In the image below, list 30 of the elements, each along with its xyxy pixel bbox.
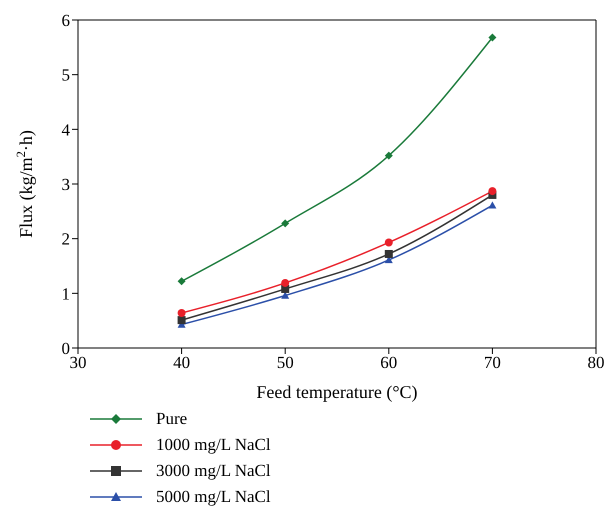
- x-tick-label: 30: [70, 353, 86, 372]
- y-tick-label: 4: [62, 120, 70, 140]
- point: [384, 250, 393, 258]
- legend-label: 3000 mg/L NaCl: [156, 461, 271, 481]
- x-tick-label: 80: [588, 353, 604, 372]
- point: [281, 292, 290, 299]
- x-tick-label: 40: [173, 353, 190, 372]
- point: [178, 309, 186, 318]
- legend-label: 1000 mg/L NaCl: [156, 435, 271, 455]
- x-tick-label: 50: [276, 353, 294, 372]
- point: [178, 316, 186, 324]
- x-axis-title: Feed temperature (°C): [256, 382, 418, 402]
- legend-label: Pure: [156, 409, 188, 429]
- point: [488, 201, 496, 209]
- y-tick-label: 1: [62, 284, 70, 304]
- point: [178, 277, 186, 286]
- y-tick-label: 5: [62, 66, 70, 85]
- legend-label: 5000 mg/L NaCl: [156, 487, 271, 507]
- y-tick-label: 6: [62, 11, 70, 30]
- point: [384, 152, 393, 160]
- x-tick-label: 60: [380, 353, 398, 372]
- point: [488, 187, 496, 196]
- y-tick-label: 0: [62, 339, 70, 358]
- x-tick-label: 70: [484, 353, 501, 372]
- point: [281, 278, 290, 287]
- point: [384, 238, 393, 246]
- point: [281, 219, 290, 228]
- y-tick-label: 3: [62, 175, 70, 194]
- y-tick-label: 2: [62, 230, 70, 249]
- point: [488, 33, 496, 42]
